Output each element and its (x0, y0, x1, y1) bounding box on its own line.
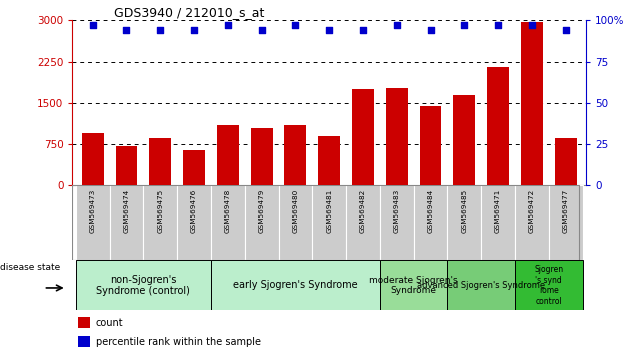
Text: moderate Sjogren's
Syndrome: moderate Sjogren's Syndrome (369, 276, 458, 295)
Text: percentile rank within the sample: percentile rank within the sample (96, 337, 261, 347)
Text: GDS3940 / 212010_s_at: GDS3940 / 212010_s_at (113, 6, 264, 19)
Text: advanced Sjogren's Syndrome: advanced Sjogren's Syndrome (417, 281, 545, 290)
Text: GSM569474: GSM569474 (123, 189, 130, 233)
Bar (481, 185, 515, 261)
Point (358, 28, 368, 33)
Bar (77, 317, 91, 329)
Bar (447, 261, 515, 310)
Point (493, 23, 503, 28)
Bar (77, 336, 91, 347)
Bar (380, 185, 414, 261)
Bar (177, 185, 211, 261)
Text: GSM569479: GSM569479 (259, 189, 265, 233)
Bar (515, 185, 549, 261)
Text: GSM569472: GSM569472 (529, 189, 535, 233)
Text: disease state: disease state (0, 263, 60, 272)
Point (256, 28, 266, 33)
Bar (244, 185, 278, 261)
Point (324, 28, 334, 33)
Point (189, 28, 199, 33)
Bar (211, 261, 380, 310)
Text: GSM569476: GSM569476 (191, 189, 197, 233)
Bar (454, 95, 475, 185)
Text: non-Sjogren's
Syndrome (control): non-Sjogren's Syndrome (control) (96, 275, 190, 296)
Text: count: count (96, 318, 123, 328)
Bar (420, 106, 442, 185)
Bar (352, 89, 374, 185)
Text: GSM569481: GSM569481 (326, 189, 332, 233)
Bar (76, 261, 211, 310)
Bar (380, 261, 447, 310)
Bar (278, 185, 312, 261)
Text: early Sjogren's Syndrome: early Sjogren's Syndrome (233, 280, 358, 291)
Text: GSM569478: GSM569478 (225, 189, 231, 233)
Point (88, 23, 98, 28)
Text: Sjogren
's synd
rome
control: Sjogren 's synd rome control (534, 266, 563, 306)
Point (527, 23, 537, 28)
Bar (76, 185, 110, 261)
Bar (318, 136, 340, 185)
Bar (346, 185, 380, 261)
Text: GSM569477: GSM569477 (563, 189, 569, 233)
Bar (144, 185, 177, 261)
Bar (110, 185, 144, 261)
Text: GSM569480: GSM569480 (292, 189, 299, 233)
Bar (447, 185, 481, 261)
Bar (521, 22, 543, 185)
Point (155, 28, 165, 33)
Text: GSM569471: GSM569471 (495, 189, 501, 233)
Point (392, 23, 402, 28)
Bar (82, 133, 104, 185)
Bar (414, 185, 447, 261)
Bar (487, 67, 509, 185)
Bar (115, 146, 137, 185)
Text: GSM569475: GSM569475 (158, 189, 163, 233)
Text: GSM569473: GSM569473 (89, 189, 96, 233)
Bar (149, 138, 171, 185)
Bar (284, 125, 306, 185)
Bar (549, 185, 583, 261)
Text: GSM569483: GSM569483 (394, 189, 399, 233)
Bar (386, 87, 408, 185)
Bar (251, 128, 273, 185)
Text: GSM569482: GSM569482 (360, 189, 366, 233)
Point (290, 23, 301, 28)
Bar (554, 138, 576, 185)
Point (459, 23, 469, 28)
Text: GSM569484: GSM569484 (428, 189, 433, 233)
Bar (515, 261, 583, 310)
Point (425, 28, 435, 33)
Bar (217, 125, 239, 185)
Point (561, 28, 571, 33)
Bar (312, 185, 346, 261)
Bar (183, 150, 205, 185)
Bar (211, 185, 244, 261)
Text: GSM569485: GSM569485 (461, 189, 467, 233)
Point (122, 28, 132, 33)
Point (223, 23, 233, 28)
